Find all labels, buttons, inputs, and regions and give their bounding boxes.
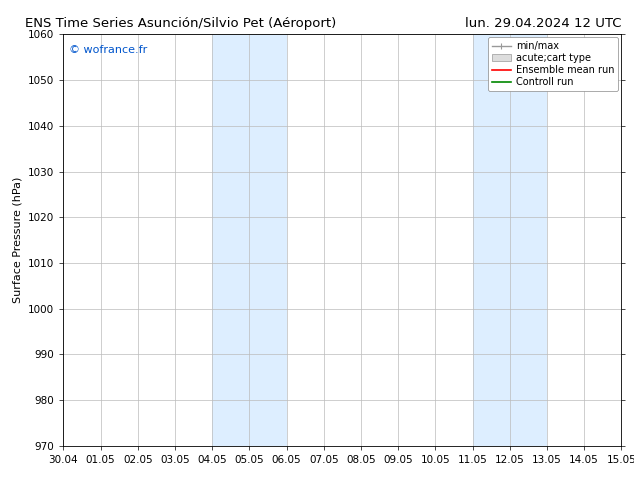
- Bar: [510, 34, 547, 446]
- Text: lun. 29.04.2024 12 UTC: lun. 29.04.2024 12 UTC: [465, 17, 621, 30]
- Text: © wofrance.fr: © wofrance.fr: [69, 45, 147, 54]
- Text: ENS Time Series Asunción/Silvio Pet (Aéroport): ENS Time Series Asunción/Silvio Pet (Aér…: [25, 17, 337, 30]
- Y-axis label: Surface Pressure (hPa): Surface Pressure (hPa): [13, 177, 23, 303]
- Bar: [472, 34, 510, 446]
- Bar: [249, 34, 287, 446]
- Legend: min/max, acute;cart type, Ensemble mean run, Controll run: min/max, acute;cart type, Ensemble mean …: [488, 37, 618, 91]
- Bar: [212, 34, 249, 446]
